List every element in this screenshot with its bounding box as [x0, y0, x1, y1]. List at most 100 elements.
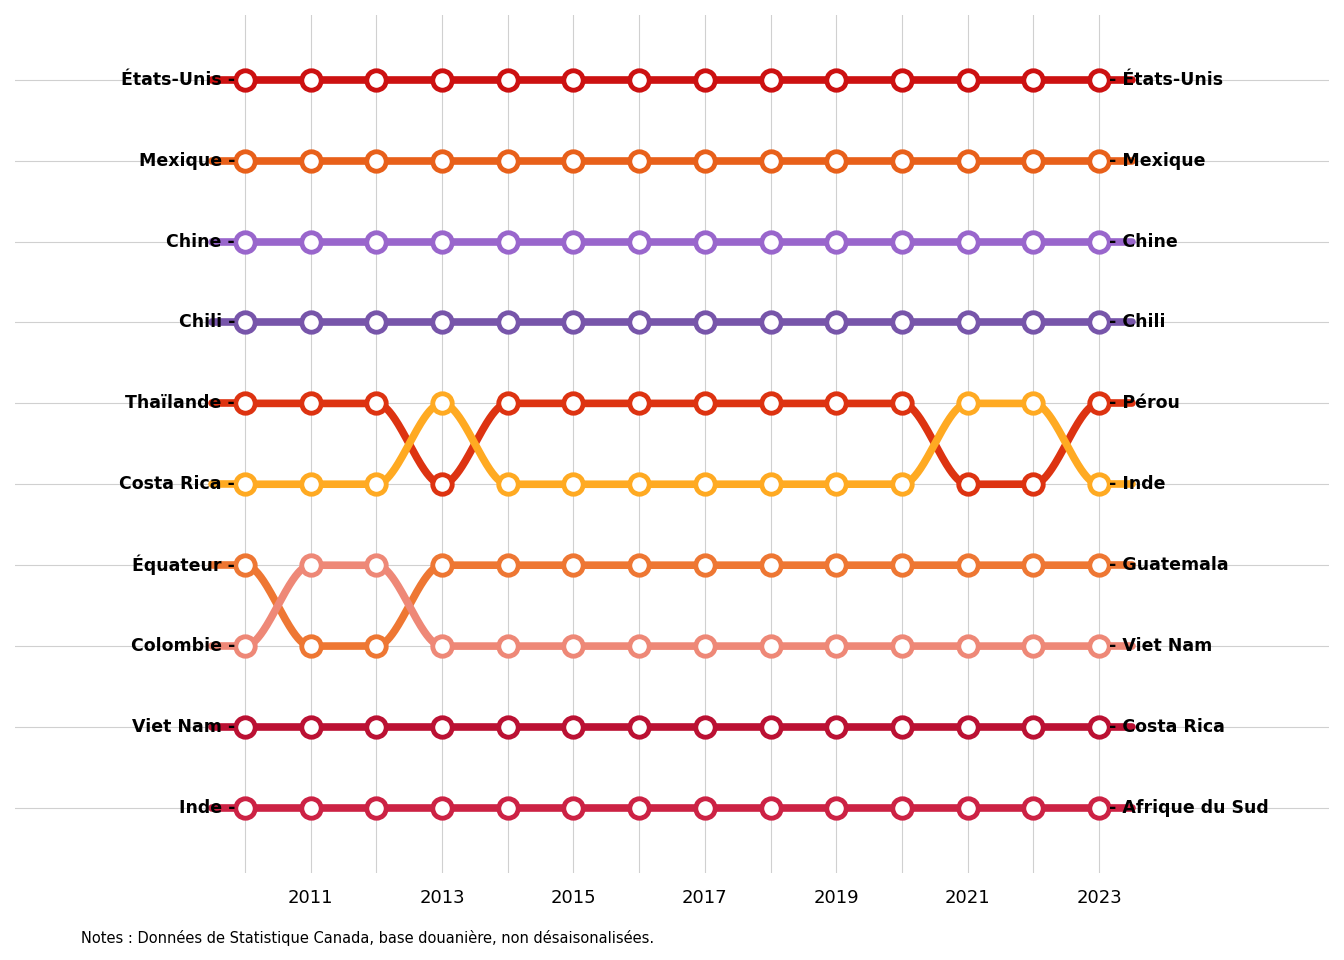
Point	[563, 234, 585, 250]
Point	[629, 72, 650, 87]
Point	[366, 801, 387, 816]
Point	[759, 719, 781, 734]
Point	[825, 476, 847, 492]
Point	[1089, 476, 1110, 492]
Point	[825, 72, 847, 87]
Point	[891, 153, 913, 168]
Point	[1089, 234, 1110, 250]
Point	[431, 153, 453, 168]
Point	[431, 315, 453, 330]
Point	[431, 719, 453, 734]
Point	[825, 234, 847, 250]
Text: Inde -: Inde -	[179, 799, 235, 817]
Point	[825, 153, 847, 168]
Point	[694, 72, 715, 87]
Point	[497, 234, 519, 250]
Point	[497, 396, 519, 411]
Point	[629, 153, 650, 168]
Point	[234, 234, 255, 250]
Point	[234, 719, 255, 734]
Point	[891, 315, 913, 330]
Point	[759, 234, 781, 250]
Point	[234, 72, 255, 87]
Point	[825, 396, 847, 411]
Point	[629, 801, 650, 816]
Text: Notes : Données de Statistique Canada, base douanière, non désaisonalisées.: Notes : Données de Statistique Canada, b…	[81, 929, 653, 946]
Point	[300, 638, 321, 654]
Point	[694, 234, 715, 250]
Point	[957, 153, 978, 168]
Point	[366, 396, 387, 411]
Point	[366, 558, 387, 573]
Point	[1023, 476, 1044, 492]
Text: États-Unis -: États-Unis -	[121, 71, 235, 88]
Point	[629, 719, 650, 734]
Point	[366, 719, 387, 734]
Text: - Inde: - Inde	[1109, 475, 1165, 493]
Point	[694, 396, 715, 411]
Point	[563, 719, 585, 734]
Point	[957, 476, 978, 492]
Point	[497, 638, 519, 654]
Point	[1089, 72, 1110, 87]
Text: - Chine: - Chine	[1109, 232, 1177, 251]
Point	[759, 72, 781, 87]
Point	[300, 719, 321, 734]
Point	[759, 396, 781, 411]
Point	[366, 72, 387, 87]
Point	[497, 476, 519, 492]
Point	[234, 476, 255, 492]
Point	[431, 558, 453, 573]
Point	[694, 719, 715, 734]
Point	[234, 638, 255, 654]
Point	[1089, 801, 1110, 816]
Point	[563, 153, 585, 168]
Point	[694, 558, 715, 573]
Point	[234, 153, 255, 168]
Point	[891, 476, 913, 492]
Point	[825, 801, 847, 816]
Point	[1089, 315, 1110, 330]
Point	[1089, 153, 1110, 168]
Point	[957, 638, 978, 654]
Point	[497, 72, 519, 87]
Text: - Costa Rica: - Costa Rica	[1109, 718, 1224, 736]
Point	[694, 801, 715, 816]
Text: Colombie -: Colombie -	[130, 637, 235, 655]
Point	[891, 638, 913, 654]
Point	[1023, 638, 1044, 654]
Point	[366, 234, 387, 250]
Point	[629, 315, 650, 330]
Point	[431, 801, 453, 816]
Point	[1023, 719, 1044, 734]
Text: - Pérou: - Pérou	[1109, 395, 1180, 413]
Point	[694, 315, 715, 330]
Point	[300, 72, 321, 87]
Point	[234, 396, 255, 411]
Point	[563, 72, 585, 87]
Point	[300, 153, 321, 168]
Point	[497, 315, 519, 330]
Point	[759, 476, 781, 492]
Point	[563, 558, 585, 573]
Point	[1089, 719, 1110, 734]
Point	[1023, 558, 1044, 573]
Point	[366, 315, 387, 330]
Point	[431, 234, 453, 250]
Text: Viet Nam -: Viet Nam -	[132, 718, 235, 736]
Point	[825, 719, 847, 734]
Point	[563, 396, 585, 411]
Text: - Guatemala: - Guatemala	[1109, 556, 1228, 574]
Point	[629, 638, 650, 654]
Point	[629, 234, 650, 250]
Point	[300, 315, 321, 330]
Text: Chili -: Chili -	[179, 314, 235, 331]
Point	[957, 72, 978, 87]
Point	[825, 638, 847, 654]
Text: - Afrique du Sud: - Afrique du Sud	[1109, 799, 1269, 817]
Point	[366, 476, 387, 492]
Point	[1089, 558, 1110, 573]
Point	[1089, 638, 1110, 654]
Point	[234, 315, 255, 330]
Point	[891, 234, 913, 250]
